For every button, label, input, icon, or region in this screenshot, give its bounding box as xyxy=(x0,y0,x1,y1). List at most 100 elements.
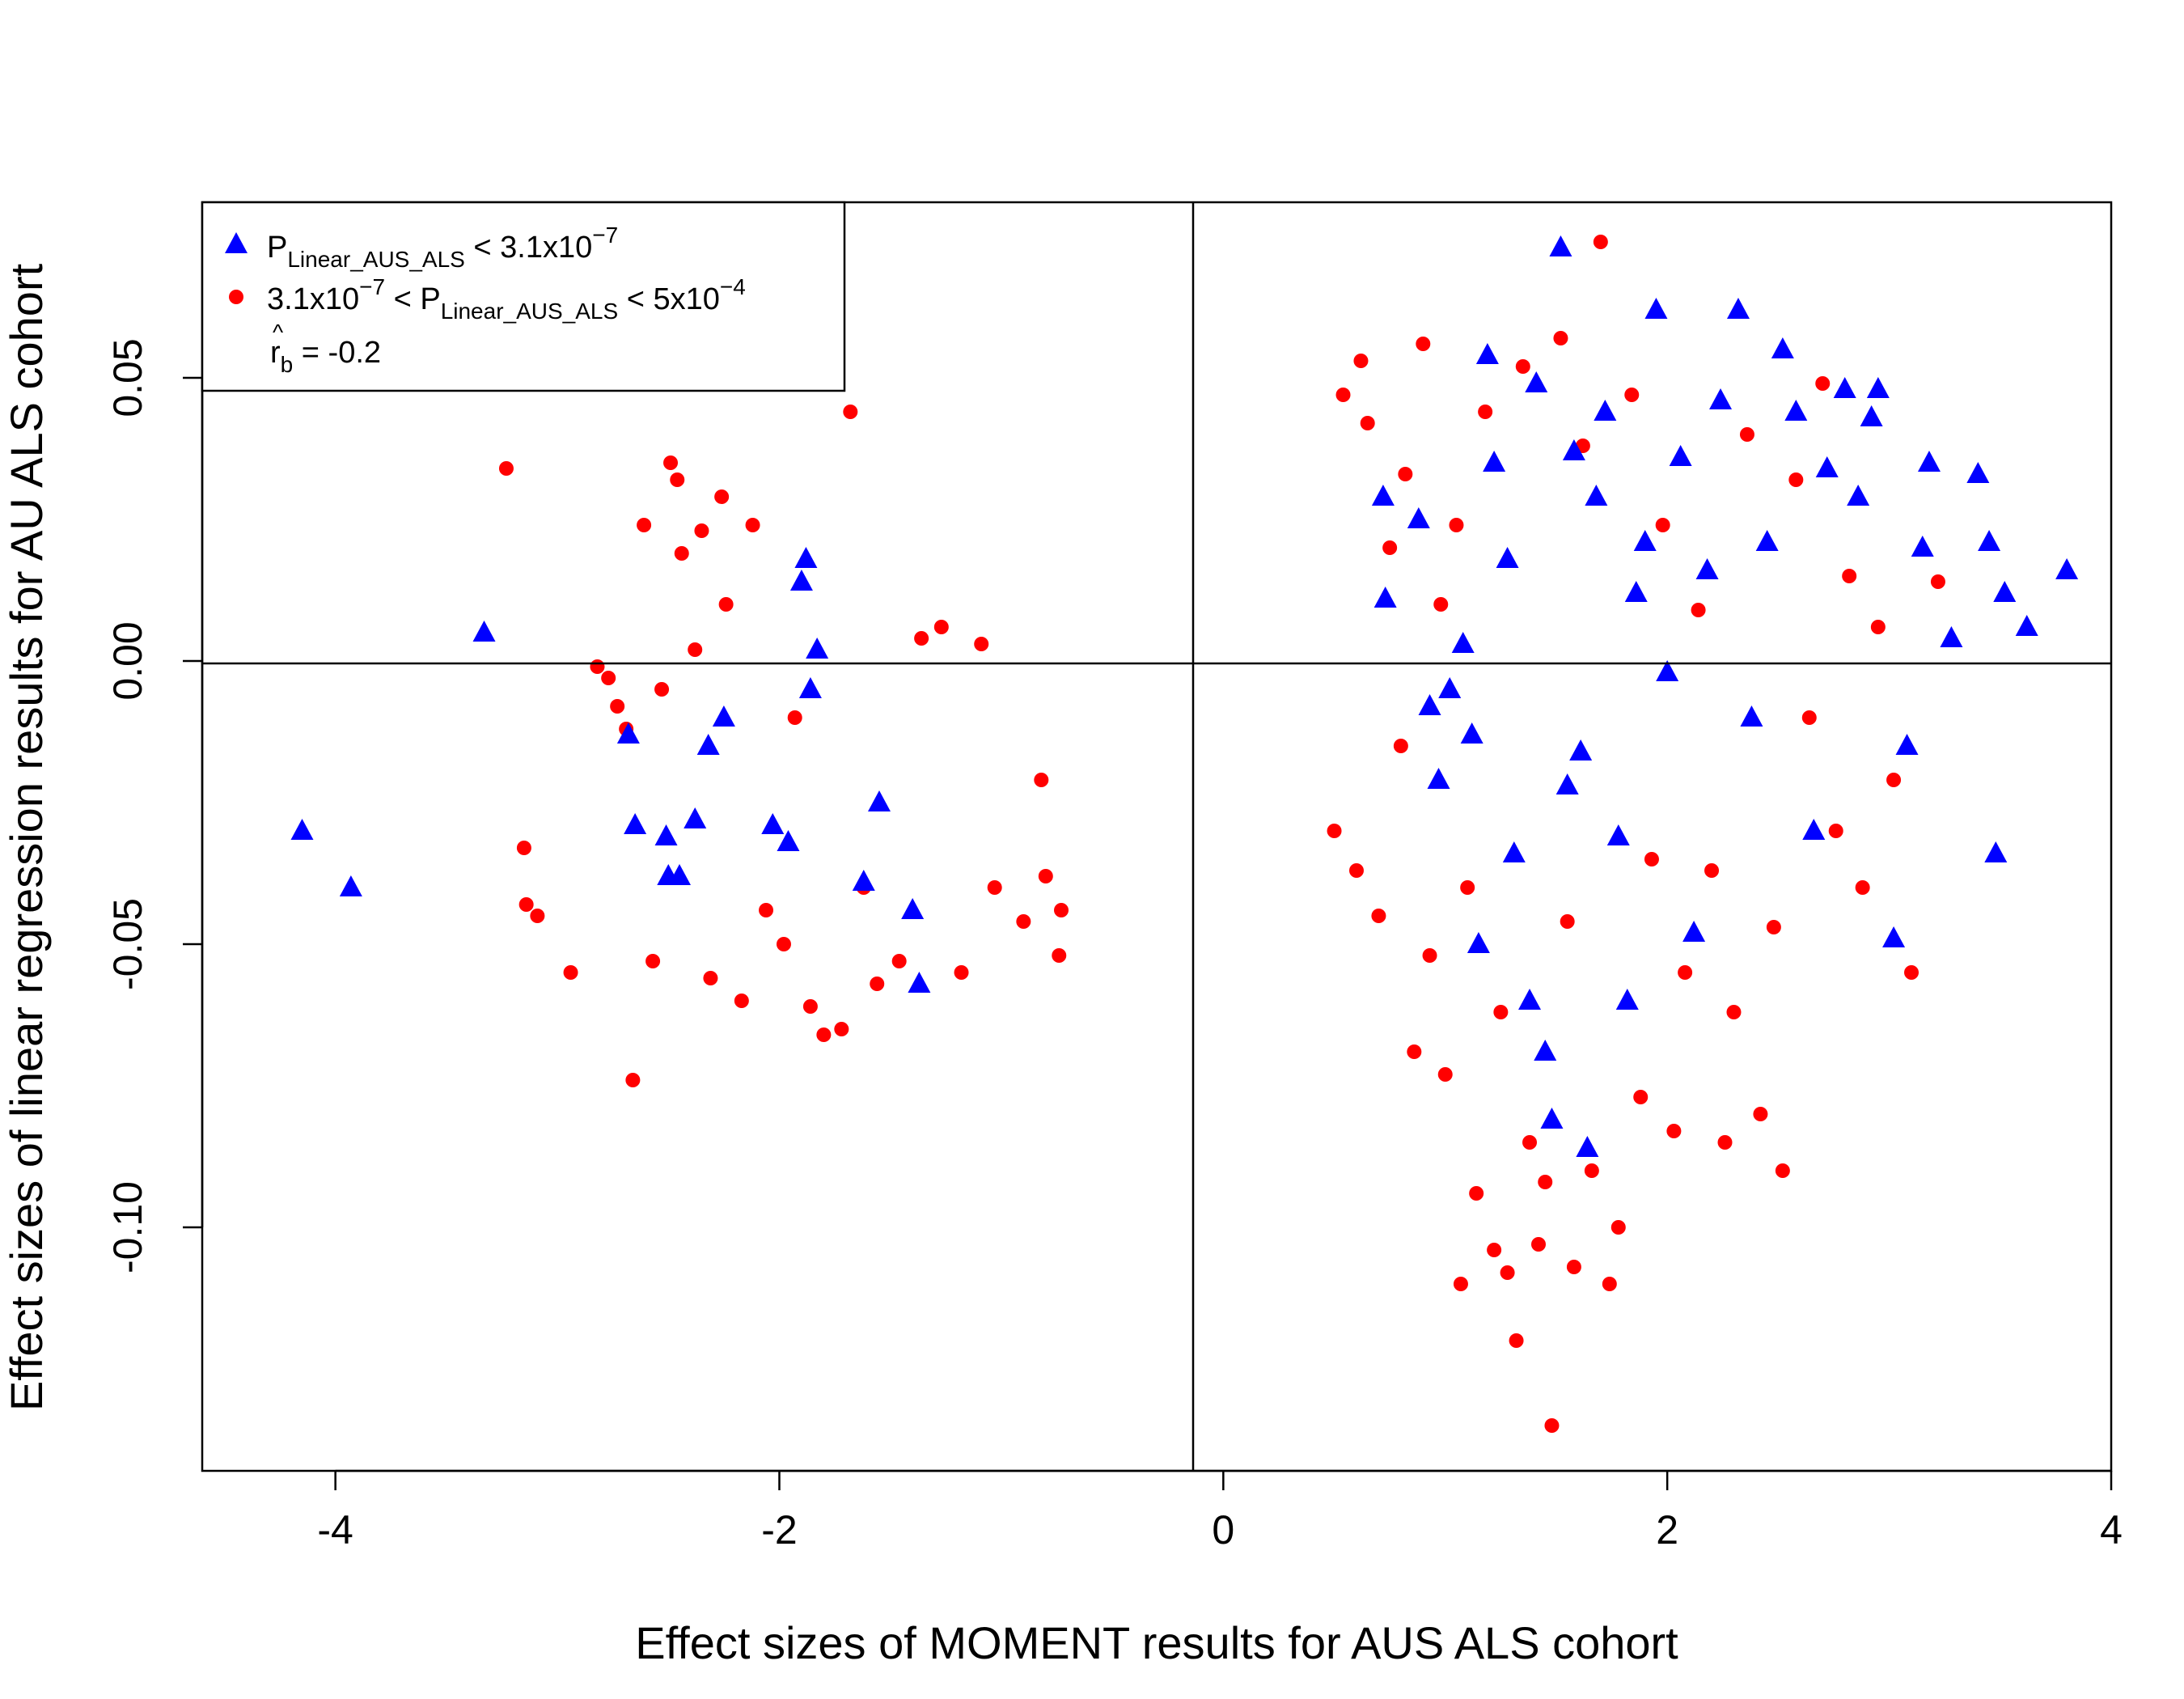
red-circle-point xyxy=(637,518,652,532)
red-circle-point xyxy=(1726,1005,1742,1019)
legend-correlation: rb = -0.2 xyxy=(270,336,381,377)
blue-triangle-point xyxy=(1615,989,1639,1010)
red-circle-point xyxy=(1407,1044,1422,1059)
red-circle-point xyxy=(1753,1107,1768,1121)
blue-triangle-point xyxy=(789,570,813,591)
blue-triangle-point xyxy=(1475,343,1499,364)
red-circle-point xyxy=(1335,388,1351,402)
red-circle-point xyxy=(1500,1265,1515,1280)
blue-triangle-point xyxy=(472,621,496,642)
red-circle-point xyxy=(1704,863,1720,878)
blue-triangle-point xyxy=(1555,773,1579,794)
red-circle-point xyxy=(688,642,703,657)
blue-triangle-point xyxy=(1525,371,1548,392)
blue-triangle-point xyxy=(1771,337,1794,358)
y-axis: -0.10 -0.05 0.00 0.05 xyxy=(105,338,204,1273)
blue-triangle-point xyxy=(1562,439,1585,460)
y-tick-label: 0.05 xyxy=(105,338,150,417)
blue-triangle-point xyxy=(1784,400,1808,421)
red-circle-point xyxy=(610,699,625,714)
red-circle-point xyxy=(974,637,989,651)
blue-triangle-point xyxy=(1624,581,1648,602)
blue-triangle-point xyxy=(761,813,785,834)
legend-triangle-icon xyxy=(225,232,248,253)
blue-triangle-point xyxy=(867,790,891,811)
legend-circle-icon xyxy=(229,290,243,304)
red-circle-point xyxy=(1398,467,1413,481)
blue-triangle-point xyxy=(1576,1136,1599,1157)
red-circle-point xyxy=(703,971,718,985)
red-circle-point xyxy=(718,597,734,612)
blue-triangle-point xyxy=(1534,1040,1557,1061)
blue-triangle-point xyxy=(798,677,822,698)
blue-triangle-point xyxy=(1917,451,1941,472)
blue-triangle-point xyxy=(1847,485,1870,506)
x-tick-label: -2 xyxy=(761,1507,797,1553)
blue-triangle-point xyxy=(1594,400,1617,421)
red-circle-point xyxy=(870,977,885,991)
blue-triangle-point xyxy=(852,870,875,891)
blue-triangle-point xyxy=(696,734,720,755)
blue-triangle-point xyxy=(1682,921,1706,942)
red-circle-point xyxy=(1602,1277,1617,1291)
red-circle-point xyxy=(1382,540,1398,555)
legend-blue-exp: −7 xyxy=(592,222,618,248)
legend-corr-value: = -0.2 xyxy=(293,336,381,370)
legend-box xyxy=(201,201,846,392)
red-circle-point xyxy=(1560,914,1575,929)
x-tick-label: 0 xyxy=(1212,1507,1234,1553)
blue-triangle-point xyxy=(1418,694,1441,715)
blue-series-points xyxy=(290,235,2079,1157)
blue-triangle-point xyxy=(1669,445,1692,466)
blue-triangle-point xyxy=(668,864,691,885)
red-circle-point xyxy=(1593,235,1608,249)
red-circle-point xyxy=(1509,1333,1524,1348)
red-circle-point xyxy=(563,965,578,980)
blue-triangle-point xyxy=(1467,932,1490,953)
legend-entry-red: 3.1x10−7 < PLinear_AUS_ALS < 5x10−4 xyxy=(267,274,746,324)
blue-triangle-point xyxy=(901,898,925,919)
blue-triangle-point xyxy=(1373,587,1397,608)
blue-triangle-point xyxy=(794,547,818,568)
x-tick-label: 2 xyxy=(1656,1507,1678,1553)
blue-triangle-point xyxy=(1940,626,1963,647)
blue-triangle-point xyxy=(1644,298,1668,319)
blue-triangle-point xyxy=(1518,989,1542,1010)
red-circle-point xyxy=(1460,880,1475,895)
red-circle-point xyxy=(1360,416,1375,430)
blue-triangle-point xyxy=(616,722,640,744)
x-tick-label: -4 xyxy=(317,1507,353,1553)
red-circle-point xyxy=(787,710,802,725)
red-circle-point xyxy=(1624,388,1640,402)
red-circle-point xyxy=(1610,1220,1626,1235)
red-circle-point xyxy=(843,405,858,419)
blue-triangle-point xyxy=(684,807,707,828)
red-circle-point xyxy=(1038,869,1053,883)
blue-triangle-point xyxy=(1438,677,1462,698)
blue-triangle-point xyxy=(1984,841,2008,862)
red-circle-point xyxy=(776,937,791,951)
blue-triangle-point xyxy=(1407,507,1430,528)
red-circle-point xyxy=(1433,597,1449,612)
blue-triangle-point xyxy=(777,830,800,851)
x-tick-label: 4 xyxy=(2100,1507,2123,1553)
red-circle-point xyxy=(914,631,929,646)
blue-triangle-point xyxy=(1427,768,1450,789)
blue-triangle-point xyxy=(1569,739,1593,761)
legend-entry-blue: PLinear_AUS_ALS < 3.1x10−7 xyxy=(267,222,618,272)
red-circle-point xyxy=(516,841,531,855)
red-circle-point xyxy=(1815,376,1831,391)
blue-triangle-point xyxy=(1502,841,1526,862)
red-circle-point xyxy=(694,523,709,538)
blue-triangle-point xyxy=(1866,377,1890,398)
red-circle-point xyxy=(1766,920,1781,934)
red-circle-point xyxy=(1788,472,1804,487)
red-circle-point xyxy=(1739,427,1754,442)
blue-triangle-point xyxy=(624,813,647,834)
blue-triangle-point xyxy=(2015,615,2038,636)
blue-triangle-point xyxy=(1815,456,1839,477)
legend-red-mid: < P xyxy=(385,282,441,316)
blue-triangle-point xyxy=(1585,485,1608,506)
legend-blue-main: P xyxy=(267,231,287,265)
blue-triangle-point xyxy=(339,875,362,896)
